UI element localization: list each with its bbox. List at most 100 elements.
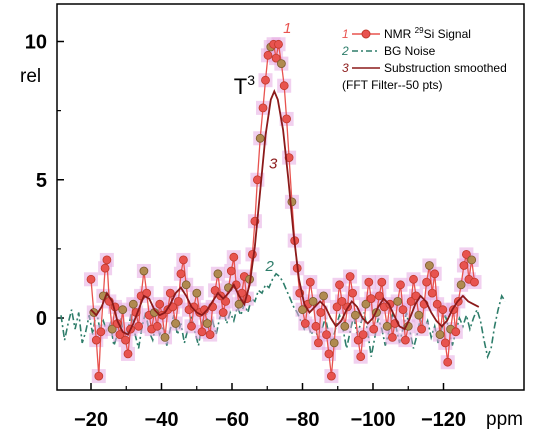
signal-point: [335, 280, 344, 290]
signal-point: [287, 197, 297, 207]
legend: 1 NMR 29Si Signal 2 BG Noise 3 Substruct…: [341, 26, 507, 92]
signal-point: [118, 305, 128, 315]
signal-point: [377, 277, 387, 287]
smoothed-series: [90, 88, 480, 336]
signal-point: [205, 330, 215, 340]
legend-label-1: NMR 29Si Signal: [384, 26, 471, 41]
signal-point: [213, 269, 223, 279]
signal-point: [417, 324, 427, 334]
signal-point: [353, 335, 363, 345]
signal-point: [393, 296, 403, 306]
signal-point: [263, 50, 273, 60]
signal-point: [432, 299, 442, 309]
signal-point: [396, 280, 405, 290]
signal-point: [221, 296, 231, 306]
signal-point: [345, 272, 355, 281]
signal-point: [226, 266, 236, 276]
peak-label-t3: T3: [234, 72, 255, 99]
signal-point: [451, 327, 461, 337]
signal-point: [107, 324, 117, 334]
legend-num-3: 3: [342, 61, 349, 75]
signal-point: [374, 291, 384, 301]
signal-point: [121, 335, 130, 345]
signal-point: [430, 269, 440, 279]
signal-point: [210, 285, 220, 295]
signal-point: [308, 296, 318, 306]
signal-point: [470, 277, 479, 287]
x-tick-label: −40: [145, 409, 179, 431]
signal-point: [128, 299, 138, 309]
signal-point: [202, 319, 212, 328]
signal-point: [400, 335, 410, 345]
series-annotations: 1 2 3: [264, 20, 291, 275]
signal-point: [96, 327, 106, 337]
legend-entry-3: 3 Substruction smoothed: [342, 61, 507, 75]
signal-point: [234, 299, 244, 309]
signal-point: [261, 75, 270, 85]
signal-point: [305, 277, 315, 287]
legend-entry-2: 2 BG Noise: [341, 44, 436, 58]
signal-point: [173, 296, 183, 306]
signal-point: [247, 249, 257, 259]
signal-point: [274, 39, 283, 49]
axis-ticks: −20 −40 −60 −80 −100 −120 0 5 10: [25, 32, 466, 432]
smoothed-line: [90, 88, 480, 336]
signal-point: [358, 330, 368, 340]
legend-marker-1: [361, 29, 371, 39]
signal-point: [271, 53, 281, 63]
peak-label-sup: 3: [247, 72, 255, 88]
signal-point: [100, 263, 110, 273]
y-tick-label: 0: [36, 308, 47, 330]
x-tick-label: −80: [286, 409, 320, 431]
legend-label-2: BG Noise: [384, 44, 436, 58]
signal-point: [282, 114, 292, 124]
signal-point: [414, 310, 424, 320]
y-tick-label: 5: [36, 170, 47, 192]
signal-point: [324, 349, 334, 359]
signal-point: [322, 330, 331, 340]
signal-point: [364, 277, 374, 287]
signal-point: [340, 321, 350, 331]
signal-point: [435, 330, 445, 340]
signal-point: [102, 255, 112, 265]
signal-point: [438, 305, 448, 315]
signal-point: [387, 332, 397, 342]
signal-point: [424, 261, 434, 270]
signal-point: [366, 294, 376, 304]
x-tick-label: −100: [350, 409, 395, 431]
signal-point: [422, 277, 432, 287]
signal-point: [178, 255, 188, 265]
signal-point: [276, 59, 286, 68]
y-axis-label: rel: [20, 66, 41, 87]
signal-point: [456, 280, 466, 290]
x-axis-label: ppm: [486, 409, 523, 430]
signal-point: [160, 332, 170, 342]
series-label-1: 1: [283, 20, 291, 37]
signal-point: [298, 305, 307, 315]
signal-point: [406, 296, 416, 306]
legend-label-1-post: Si Signal: [424, 27, 471, 41]
signal-point: [86, 274, 96, 284]
signal-point: [459, 261, 469, 270]
signal-point: [398, 305, 408, 315]
signal-point: [326, 371, 336, 381]
signal-point: [369, 324, 379, 334]
signal-point: [361, 299, 371, 309]
signal-point: [91, 335, 101, 345]
signal-point: [440, 338, 450, 348]
signal-point: [197, 327, 207, 337]
signal-point: [300, 319, 310, 328]
signal-point: [255, 133, 265, 143]
peak-label-base: T: [234, 74, 247, 99]
signal-point: [461, 249, 471, 259]
signal-point: [332, 302, 342, 312]
signal-point: [348, 288, 358, 298]
signal-point: [192, 288, 202, 298]
legend-num-1: 1: [342, 27, 349, 41]
signal-point: [279, 81, 289, 91]
x-tick-label: −20: [74, 409, 108, 431]
signal-point: [94, 371, 104, 381]
signal-point: [165, 288, 175, 298]
legend-label-1-sup: 29: [415, 26, 424, 35]
signal-point: [123, 349, 133, 359]
